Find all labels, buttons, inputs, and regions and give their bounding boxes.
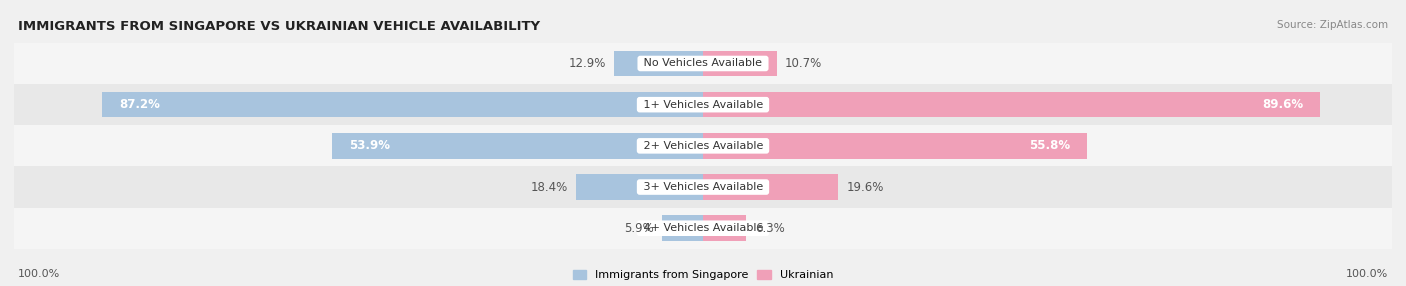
Text: 5.9%: 5.9% (624, 222, 654, 235)
Text: IMMIGRANTS FROM SINGAPORE VS UKRAINIAN VEHICLE AVAILABILITY: IMMIGRANTS FROM SINGAPORE VS UKRAINIAN V… (18, 20, 540, 33)
Text: 1+ Vehicles Available: 1+ Vehicles Available (640, 100, 766, 110)
Text: 10.7%: 10.7% (785, 57, 823, 70)
Bar (576, 174, 703, 200)
Bar (103, 92, 703, 118)
Bar (14, 84, 1392, 125)
Text: 19.6%: 19.6% (846, 180, 884, 194)
Legend: Immigrants from Singapore, Ukrainian: Immigrants from Singapore, Ukrainian (572, 270, 834, 281)
Text: No Vehicles Available: No Vehicles Available (640, 59, 766, 68)
Text: 100.0%: 100.0% (18, 269, 60, 279)
Text: 55.8%: 55.8% (1029, 139, 1070, 152)
Bar (703, 133, 1087, 159)
Bar (662, 215, 703, 241)
Text: 12.9%: 12.9% (568, 57, 606, 70)
Text: 53.9%: 53.9% (349, 139, 389, 152)
Text: 4+ Vehicles Available: 4+ Vehicles Available (640, 223, 766, 233)
Bar (14, 125, 1392, 166)
Text: 100.0%: 100.0% (1346, 269, 1388, 279)
Bar (14, 166, 1392, 208)
Bar (332, 133, 703, 159)
Bar (14, 208, 1392, 249)
Bar (703, 215, 747, 241)
Bar (703, 174, 838, 200)
Bar (703, 92, 1320, 118)
Bar (14, 43, 1392, 84)
Bar (703, 51, 776, 76)
Text: Source: ZipAtlas.com: Source: ZipAtlas.com (1277, 20, 1388, 30)
Text: 89.6%: 89.6% (1263, 98, 1303, 111)
Text: 6.3%: 6.3% (755, 222, 785, 235)
Text: 87.2%: 87.2% (120, 98, 160, 111)
Text: 2+ Vehicles Available: 2+ Vehicles Available (640, 141, 766, 151)
Text: 3+ Vehicles Available: 3+ Vehicles Available (640, 182, 766, 192)
Bar (614, 51, 703, 76)
Text: 18.4%: 18.4% (530, 180, 568, 194)
